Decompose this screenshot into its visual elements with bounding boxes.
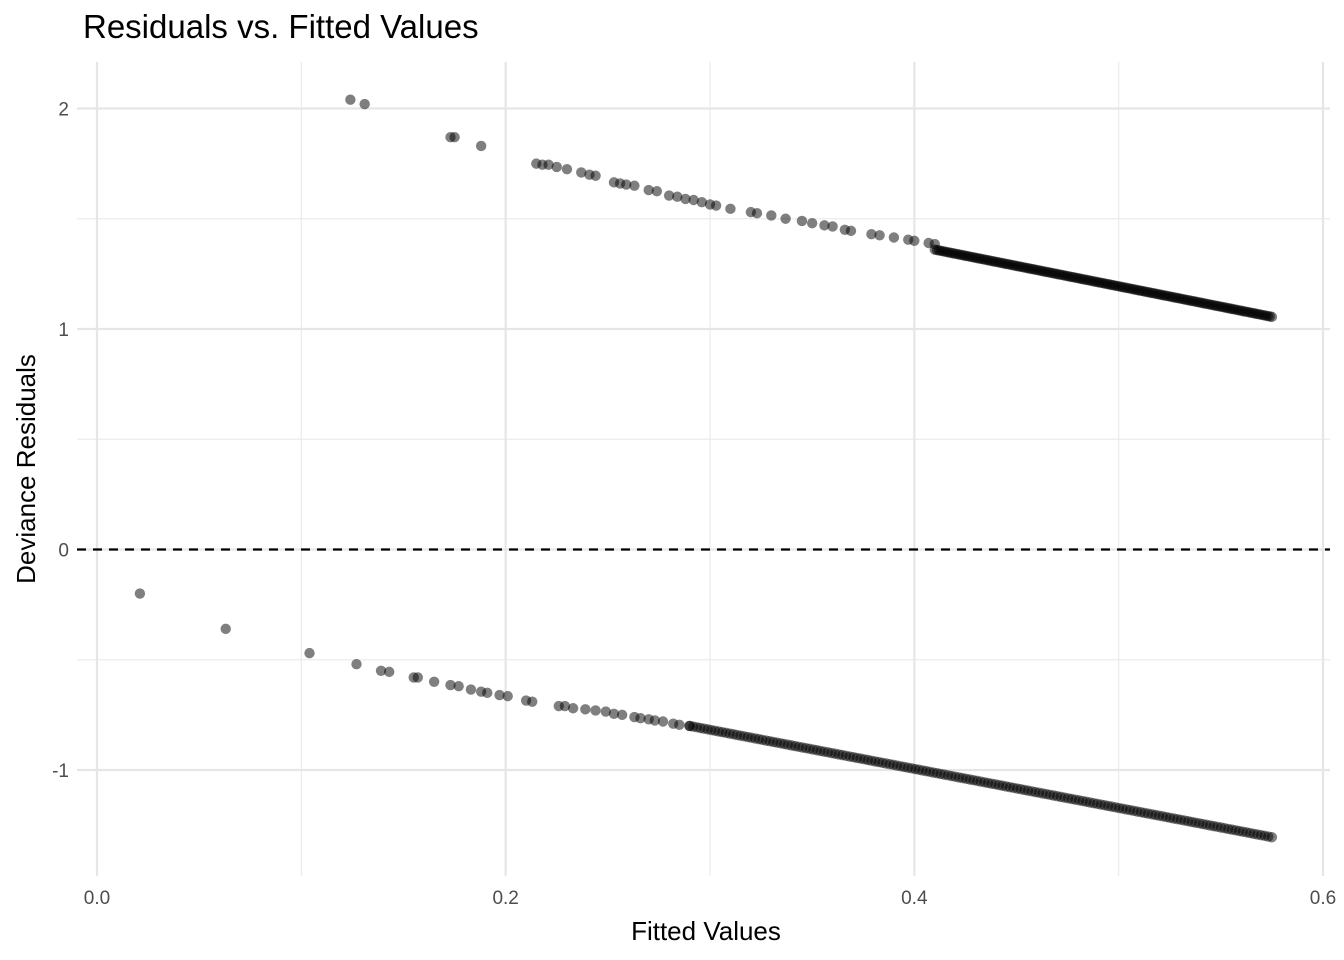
data-points [134, 94, 1278, 843]
data-point [751, 208, 763, 219]
y-tick-label: 2 [58, 100, 69, 121]
data-point [383, 666, 395, 678]
data-point [1266, 311, 1278, 323]
data-point [780, 213, 791, 224]
y-axis-tick-labels: -1 0 1 2 [52, 100, 69, 783]
y-axis-title: Deviance Residuals [11, 354, 41, 584]
data-point [616, 709, 628, 721]
data-point [674, 719, 685, 730]
data-point [608, 708, 620, 719]
data-point [874, 230, 885, 241]
x-tick-label: 0.0 [84, 888, 110, 909]
data-point [580, 704, 591, 715]
data-point [375, 665, 387, 676]
major-gridlines [77, 62, 1330, 876]
data-point [428, 676, 440, 687]
data-point [680, 193, 691, 205]
data-point [465, 684, 477, 695]
data-point [643, 184, 654, 196]
data-point [827, 221, 838, 232]
chart-title: Residuals vs. Fitted Values [83, 8, 479, 45]
y-tick-label: -1 [52, 761, 69, 782]
data-point [351, 658, 362, 670]
minor-gridlines [77, 62, 1330, 876]
data-point [445, 679, 456, 691]
y-tick-label: 0 [58, 541, 69, 562]
data-point [502, 690, 513, 702]
data-point [449, 131, 460, 143]
data-point [796, 215, 808, 227]
data-point [590, 705, 601, 716]
data-point [600, 706, 611, 717]
x-tick-label: 0.6 [1310, 888, 1336, 909]
data-point [559, 700, 571, 712]
data-point [663, 190, 675, 201]
data-point [621, 179, 632, 190]
data-point [543, 159, 554, 170]
data-point [220, 623, 231, 635]
data-point [134, 588, 146, 599]
data-point [304, 647, 315, 659]
data-point [710, 200, 722, 211]
data-point [359, 98, 370, 110]
data-point [635, 712, 646, 724]
data-point [475, 140, 487, 152]
data-point [672, 191, 683, 202]
data-point [590, 170, 601, 181]
data-point [551, 161, 562, 173]
data-point [806, 217, 818, 229]
data-point [649, 715, 661, 726]
data-point [576, 167, 587, 178]
data-point [1266, 832, 1278, 843]
data-point [866, 228, 877, 240]
data-point [345, 94, 356, 105]
data-point [482, 687, 493, 699]
data-point [651, 185, 663, 197]
data-point [657, 716, 669, 727]
data-point [766, 210, 777, 221]
x-tick-label: 0.4 [901, 888, 928, 909]
data-point [845, 225, 857, 237]
y-tick-label: 1 [58, 320, 69, 341]
data-point [453, 681, 464, 692]
data-point [819, 220, 830, 231]
data-point [725, 203, 736, 215]
data-point [696, 197, 708, 208]
data-point [561, 163, 573, 175]
data-point [494, 689, 505, 701]
data-point [412, 672, 424, 683]
data-point [688, 194, 699, 206]
data-point [629, 180, 640, 191]
data-point [888, 232, 900, 243]
x-tick-label: 0.2 [492, 888, 518, 909]
data-point [909, 235, 920, 246]
x-axis-title: Fitted Values [631, 916, 781, 946]
data-point [527, 696, 538, 707]
data-point [567, 703, 579, 714]
x-axis-tick-labels: 0.0 0.2 0.4 0.6 [84, 888, 1336, 909]
